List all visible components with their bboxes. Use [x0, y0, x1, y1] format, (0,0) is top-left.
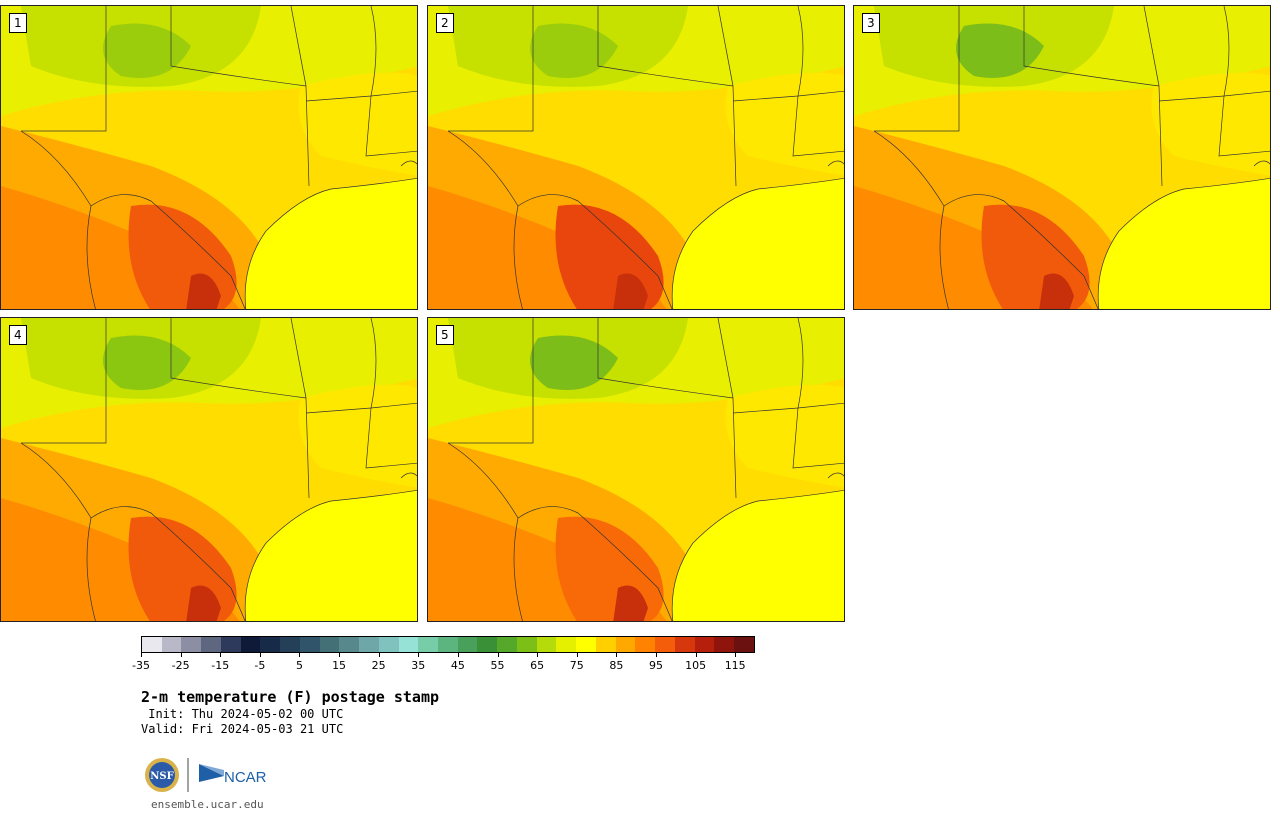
temperature-map [428, 6, 844, 309]
colorbar-swatch [694, 637, 715, 652]
colorbar-swatch [339, 637, 360, 652]
colorbar-swatch [516, 637, 537, 652]
colorbar-swatch [438, 637, 458, 652]
colorbar-tick-label: -15 [211, 659, 230, 672]
colorbar-swatch [576, 637, 596, 652]
colorbar-swatch [418, 637, 439, 652]
colorbar-tick-mark [655, 653, 657, 657]
colorbar-tick-label: 65 [530, 659, 545, 672]
colorbar-tick-label: 75 [569, 659, 584, 672]
panel-number: 1 [9, 13, 27, 33]
member-panel-5: 5 [427, 317, 845, 622]
colorbar-tick-mark [259, 653, 261, 657]
colorbar-tick-mark [220, 653, 222, 657]
member-panel-3: 3 [853, 5, 1271, 310]
colorbar-swatch [734, 637, 754, 652]
init-time: Init: Thu 2024-05-02 00 UTC [141, 707, 344, 721]
colorbar [141, 636, 755, 653]
colorbar-swatch [635, 637, 656, 652]
ncar-text: NCAR [224, 769, 267, 786]
temperature-map [428, 318, 844, 621]
colorbar-tick-label: -5 [254, 659, 266, 672]
temperature-map [1, 6, 417, 309]
colorbar-swatch [714, 637, 735, 652]
colorbar-tick-mark [576, 653, 578, 657]
colorbar-swatch [319, 637, 340, 652]
colorbar-tick-label: -25 [171, 659, 190, 672]
website-link[interactable]: ensemble.ucar.edu [151, 798, 264, 811]
colorbar-tick-label: 115 [724, 659, 746, 672]
colorbar-tick-label: 35 [411, 659, 426, 672]
colorbar-tick-mark [616, 653, 618, 657]
colorbar-tick-mark [141, 653, 142, 657]
panel-number: 3 [862, 13, 880, 33]
colorbar-swatch [457, 637, 478, 652]
colorbar-tick-mark [497, 653, 499, 657]
colorbar-swatch [260, 637, 281, 652]
colorbar-swatch [201, 637, 221, 652]
colorbar-tick-mark [378, 653, 380, 657]
colorbar-tick-mark [537, 653, 539, 657]
member-panel-1: 1 [0, 5, 418, 310]
colorbar-tick-label: 105 [685, 659, 707, 672]
member-panel-2: 2 [427, 5, 845, 310]
colorbar-tick-label: -35 [132, 659, 150, 672]
logos: NSF NCAR [145, 758, 267, 792]
colorbar-ticks: -35 -25 -15 -5 5 15 25 35 45 55 65 75 85 95 105 115 [132, 653, 755, 673]
colorbar-tick-mark [735, 653, 737, 657]
colorbar-swatch [220, 637, 241, 652]
colorbar-swatch [674, 637, 695, 652]
colorbar-swatch [497, 637, 517, 652]
colorbar-swatch [280, 637, 300, 652]
panel-number: 2 [436, 13, 454, 33]
panel-number: 5 [436, 325, 454, 345]
colorbar-tick-mark [339, 653, 341, 657]
colorbar-swatch [240, 637, 261, 652]
temperature-map [1, 318, 417, 621]
colorbar-swatch [142, 637, 162, 652]
colorbar-swatch [536, 637, 557, 652]
colorbar-tick-mark [695, 653, 697, 657]
colorbar-swatch [477, 637, 498, 652]
colorbar-swatch [299, 637, 320, 652]
colorbar-swatch [359, 637, 379, 652]
colorbar-swatch [556, 637, 577, 652]
nsf-text: NSF [150, 771, 173, 782]
colorbar-swatch [181, 637, 202, 652]
colorbar-tick-mark [180, 653, 182, 657]
colorbar-tick-label: 25 [371, 659, 386, 672]
colorbar-tick-label: 85 [609, 659, 624, 672]
plot-title: 2-m temperature (F) postage stamp [141, 688, 440, 706]
ncar-logo-icon: NCAR [199, 764, 267, 786]
colorbar-tick-label: 55 [490, 659, 505, 672]
colorbar-tick-mark [457, 653, 459, 657]
colorbar-swatch [655, 637, 675, 652]
member-panel-4: 4 [0, 317, 418, 622]
colorbar-tick-label: 45 [450, 659, 465, 672]
colorbar-tick-label: 15 [332, 659, 347, 672]
colorbar-tick-mark [299, 653, 301, 657]
colorbar-swatch [595, 637, 616, 652]
colorbar-swatch [161, 637, 182, 652]
colorbar-tick-label: 95 [648, 659, 663, 672]
panel-number: 4 [9, 325, 27, 345]
temperature-map [854, 6, 1270, 309]
colorbar-tick-mark [418, 653, 420, 657]
colorbar-swatch [398, 637, 419, 652]
valid-time: Valid: Fri 2024-05-03 21 UTC [141, 722, 344, 736]
colorbar-swatch [615, 637, 636, 652]
nsf-logo-icon: NSF [145, 758, 179, 792]
colorbar-swatch [378, 637, 399, 652]
colorbar-tick-label: 5 [295, 659, 303, 672]
